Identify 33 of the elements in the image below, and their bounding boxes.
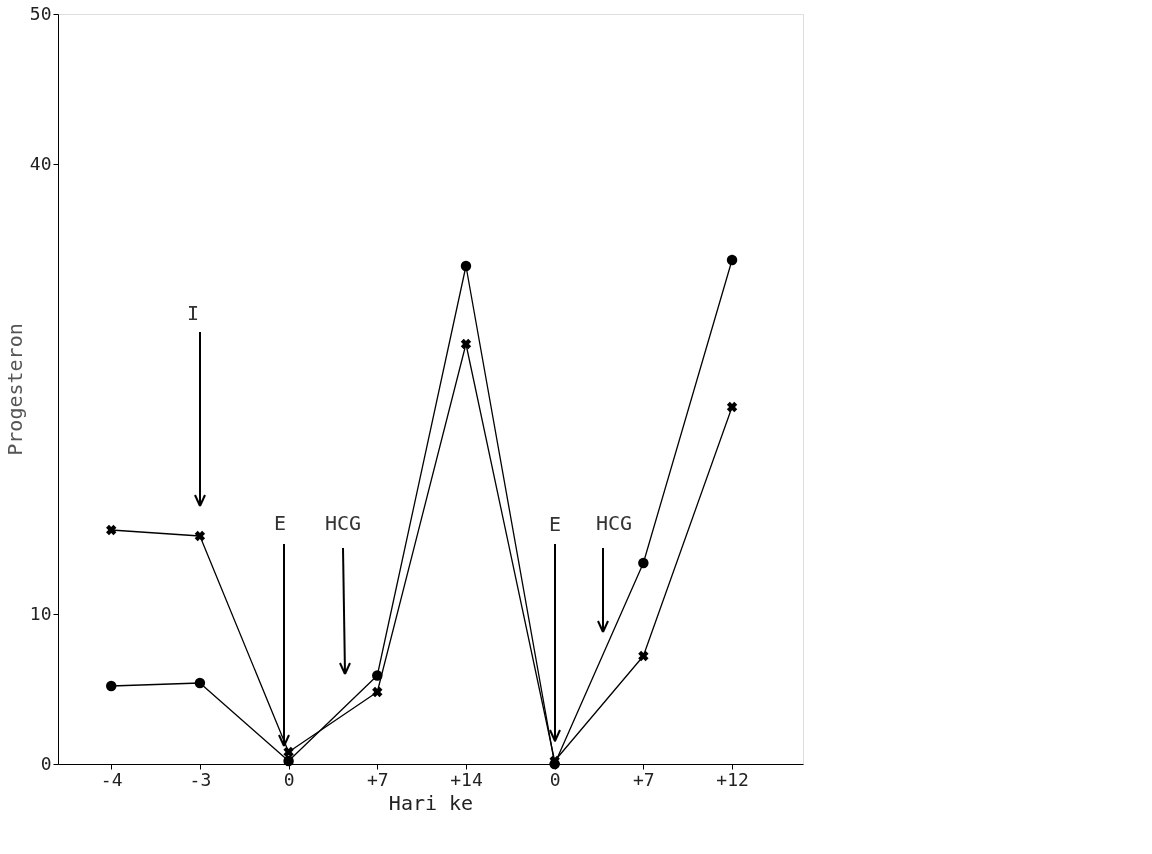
y-tick-label: 50 [29,2,52,24]
point [105,680,117,692]
x-tick-label: +12 [716,768,749,790]
y-tick-label: 10 [29,602,52,624]
point [372,670,383,681]
x-tick-label: 0 [549,768,561,790]
annotation: I [186,301,200,325]
point [372,686,383,698]
x-tick-label: +14 [450,768,483,790]
y-tick-label: 0 [40,752,52,774]
annotation: HCG [324,511,362,535]
point [726,254,738,266]
point [638,650,649,662]
x-axis-title: Hari ke [388,790,474,815]
point [638,557,649,569]
point [283,746,294,758]
x-tick-label: -3 [189,768,212,790]
point [194,677,206,689]
annotation: E [273,511,287,535]
point [283,755,294,767]
point [194,530,206,542]
x-tick-label: 0 [283,768,295,790]
point [460,338,472,350]
annotation: HCG [595,511,633,535]
y-axis-title: Progesteron [2,323,27,456]
x-tick-label: +7 [633,768,655,790]
point [460,260,472,272]
x-tick-label: +7 [366,768,389,790]
point [726,401,738,413]
x-tick-label: -4 [100,768,123,790]
y-tick-label: 40 [29,152,52,174]
point [106,524,117,536]
annotation: E [548,511,562,536]
